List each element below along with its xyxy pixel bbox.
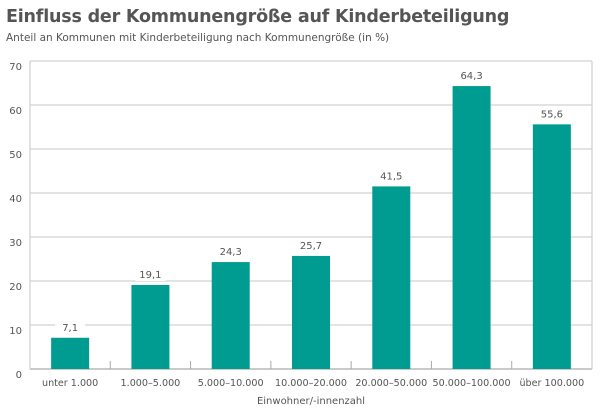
y-tick-label: 40 — [9, 194, 22, 205]
bar — [372, 186, 411, 369]
y-tick-label: 20 — [9, 282, 22, 293]
y-tick-label: 50 — [9, 150, 22, 161]
x-axis-label: Einwohner/-innenzahl — [257, 396, 365, 407]
chart-title: Einfluss der Kommunengröße auf Kinderbet… — [6, 7, 510, 27]
x-tick-label: 20.000–50.000 — [355, 378, 427, 389]
value-label: 7,1 — [62, 323, 78, 334]
value-label-bg — [456, 69, 487, 83]
value-label: 24,3 — [220, 247, 242, 258]
bar — [292, 255, 330, 369]
bar — [131, 284, 170, 369]
x-tick-label: über 100.000 — [519, 378, 584, 389]
x-tick-label: unter 1.000 — [42, 378, 98, 389]
x-tick-label: 5.000–10.000 — [198, 378, 264, 389]
y-tick-label: 60 — [9, 106, 22, 117]
value-label-bg — [55, 320, 86, 334]
value-label: 64,3 — [460, 71, 482, 82]
x-tick-label: 50.000–100.000 — [433, 378, 511, 389]
y-tick-label: 0 — [16, 370, 22, 381]
value-label: 19,1 — [139, 270, 161, 281]
bar — [51, 337, 90, 369]
value-label-bg — [376, 169, 407, 183]
y-tick-label: 30 — [9, 238, 22, 249]
value-label-bg — [135, 267, 166, 281]
chart-subtitle: Anteil an Kommunen mit Kinderbeteiligung… — [6, 32, 390, 44]
value-label: 25,7 — [300, 241, 322, 252]
bar — [532, 124, 571, 369]
value-label: 55,6 — [541, 109, 563, 120]
bar — [211, 262, 250, 369]
y-tick-label: 70 — [9, 62, 22, 73]
x-tick-label: 1.000–5.000 — [121, 378, 181, 389]
x-tick-label: 10.000–20.000 — [275, 378, 347, 389]
value-label-bg — [536, 107, 567, 121]
value-label: 41,5 — [380, 171, 402, 182]
value-label-bg — [215, 245, 246, 259]
bar — [452, 86, 491, 369]
y-tick-label: 10 — [9, 326, 22, 337]
value-label-bg — [296, 238, 326, 252]
